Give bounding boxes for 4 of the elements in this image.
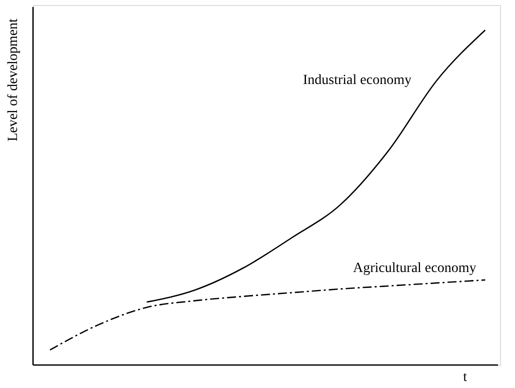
x-axis-title: t xyxy=(463,370,468,385)
y-axis-title: Level of development xyxy=(6,18,21,142)
series-label: Industrial economy xyxy=(303,73,412,88)
series-label: Agricultural economy xyxy=(353,261,476,276)
